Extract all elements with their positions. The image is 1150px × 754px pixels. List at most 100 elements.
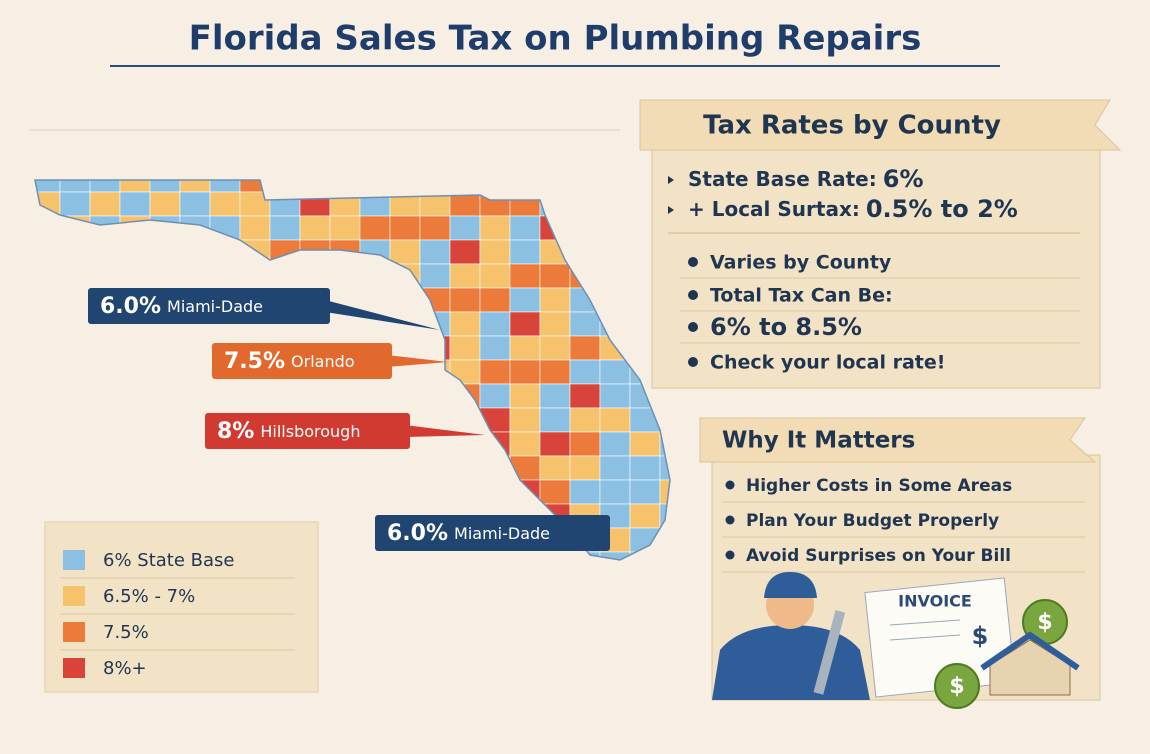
- county: [419, 263, 451, 289]
- why-bullet: Higher Costs in Some Areas: [746, 476, 1012, 496]
- county: [449, 263, 481, 289]
- legend-label: 6.5% - 7%: [103, 586, 195, 607]
- tax-bullet: Check your local rate!: [710, 352, 945, 374]
- county: [479, 359, 511, 385]
- bullet: [725, 550, 735, 560]
- tax-title: Tax Rates by County: [703, 111, 1001, 141]
- county: [569, 479, 601, 505]
- tax-bullet: Varies by County: [710, 252, 892, 274]
- county: [539, 479, 571, 505]
- county: [659, 479, 670, 505]
- county: [539, 407, 571, 433]
- rate-value: 0.5% to 2%: [866, 195, 1018, 223]
- county: [539, 287, 571, 313]
- coin-currency: $: [949, 674, 964, 699]
- county: [509, 287, 541, 313]
- county: [569, 383, 601, 409]
- county: [449, 287, 481, 313]
- tax-content: State Base Rate: 6%+ Local Surtax: 0.5% to…: [668, 165, 1080, 374]
- coin: [934, 663, 980, 709]
- county: [389, 215, 421, 241]
- bullet: [688, 322, 698, 332]
- county: [509, 239, 541, 265]
- legend-label: 8%+: [103, 658, 147, 679]
- county: [569, 455, 601, 481]
- county: [539, 311, 571, 337]
- tax-bullet: 6% to 8.5%: [710, 313, 862, 341]
- county: [539, 335, 571, 361]
- invoice-line: [889, 634, 961, 641]
- callout-text: 6.0% Miami-Dade: [100, 294, 263, 319]
- county: [659, 455, 670, 481]
- county: [509, 359, 541, 385]
- callout-place: Hillsborough: [260, 422, 360, 441]
- county: [569, 311, 601, 337]
- legend-swatch: [63, 586, 85, 606]
- county: [329, 215, 361, 241]
- rate-line: + Local Surtax: 0.5% to 2%: [688, 195, 1018, 223]
- why-ribbon: [699, 417, 1097, 463]
- plumber-illustration: INVOICE $ $ $: [712, 572, 1080, 709]
- invoice-currency: $: [972, 622, 989, 650]
- county: [569, 335, 601, 361]
- why-bullet: Plan Your Budget Properly: [746, 511, 999, 531]
- county: [179, 191, 211, 217]
- county: [509, 311, 541, 337]
- county: [449, 311, 481, 337]
- county: [599, 383, 631, 409]
- county: [509, 335, 541, 361]
- callout-text: 6.0% Miami-Dade: [387, 521, 550, 546]
- county: [509, 431, 541, 457]
- county: [539, 359, 571, 385]
- county: [479, 311, 511, 337]
- county: [299, 215, 331, 241]
- legend-label: 7.5%: [103, 622, 149, 643]
- county: [539, 263, 571, 289]
- county: [599, 551, 631, 560]
- callout-pointer: [387, 355, 448, 367]
- county: [449, 215, 481, 241]
- callout-rate: 6.0%: [100, 294, 161, 319]
- callout-box: [212, 343, 392, 379]
- county: [149, 191, 181, 217]
- county: [539, 383, 571, 409]
- county: [479, 263, 511, 289]
- why-title: Why It Matters: [722, 428, 915, 454]
- county: [509, 215, 541, 241]
- county: [359, 215, 391, 241]
- wrench: [813, 610, 846, 695]
- callout-pointer: [405, 425, 485, 437]
- legend-swatch: [63, 622, 85, 642]
- county: [419, 239, 451, 265]
- rate-line: State Base Rate: 6%: [688, 165, 924, 193]
- legend-label: 6% State Base: [103, 550, 234, 571]
- county: [389, 239, 421, 265]
- county: [479, 335, 511, 361]
- county: [629, 479, 661, 505]
- callout-rate: 7.5%: [224, 349, 285, 374]
- bullet: [688, 257, 698, 267]
- county: [539, 431, 571, 457]
- tax-panel: [651, 139, 1101, 389]
- arrow-bullet: [668, 206, 674, 214]
- callout-place: Orlando: [291, 352, 355, 371]
- county: [599, 455, 631, 481]
- coin-currency: $: [1037, 610, 1052, 635]
- county: [479, 383, 511, 409]
- county: [629, 455, 661, 481]
- rate-label: + Local Surtax:: [688, 197, 860, 221]
- county: [629, 431, 661, 457]
- legend: 6% State Base 6.5% - 7% 7.5% 8%+: [60, 550, 295, 679]
- callout-pointer: [325, 300, 440, 330]
- callout-box: [88, 288, 330, 324]
- bullet: [725, 515, 735, 525]
- county: [569, 407, 601, 433]
- county: [509, 383, 541, 409]
- county: [89, 191, 121, 217]
- county: [269, 215, 301, 241]
- county: [599, 359, 631, 385]
- title: Florida Sales Tax on Plumbing Repairs: [189, 19, 922, 59]
- county: [209, 191, 241, 217]
- county: [479, 287, 511, 313]
